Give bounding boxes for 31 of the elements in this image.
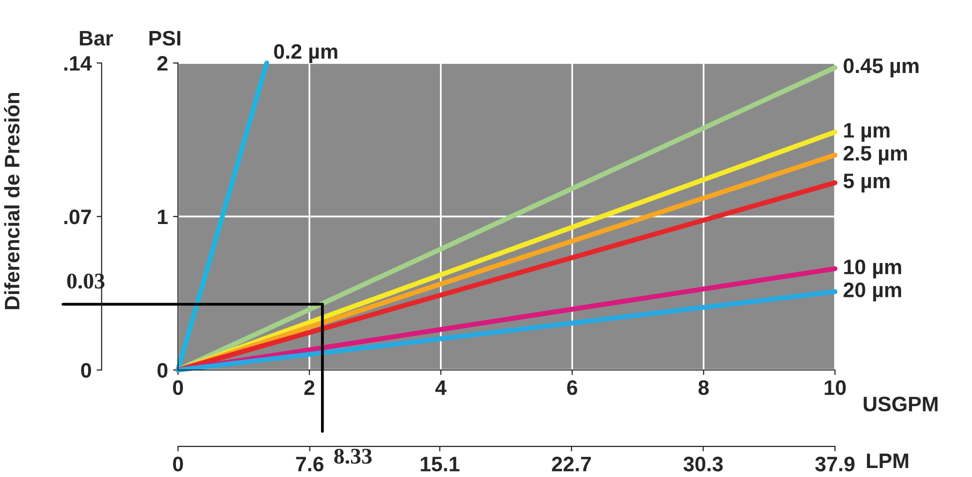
text: PSI <box>149 30 180 46</box>
y2-tick-label: .14 <box>64 56 92 71</box>
x2-tick-label: 0 <box>173 456 183 472</box>
text: Bar <box>80 31 113 46</box>
y-tick-label: 2 <box>157 56 168 71</box>
series-label: 20 µm <box>844 282 902 302</box>
x-tick-label: 8 <box>698 380 709 396</box>
x-tick-label: 10 <box>824 380 846 396</box>
y2-axis-title: Diferencial de Presión <box>4 93 20 310</box>
y-tick-label: 1 <box>158 210 168 224</box>
x2-tick-label: 15.1 <box>420 456 460 472</box>
y2-tick-label: 0 <box>81 363 92 378</box>
x-axis-title: USGPM <box>864 396 938 412</box>
x-tick-label: 6 <box>567 380 578 396</box>
series-label: 1 µm <box>844 123 890 142</box>
x-tick-label: 4 <box>435 380 446 395</box>
y2-tick-label: .07 <box>64 210 91 224</box>
x2-tick-label: 22.7 <box>552 456 591 472</box>
ref-line-label: 8.33 <box>334 448 372 464</box>
x-tick-label: 2 <box>304 380 314 395</box>
x2-axis-title: LPM <box>866 454 908 468</box>
series-label: 0.45 µm <box>844 58 918 78</box>
series-label: 0.2 µm <box>274 44 338 63</box>
series-label: 2.5 µm <box>844 146 907 165</box>
x-tick-label: 0 <box>173 380 183 396</box>
series-label: 10 µm <box>844 260 902 278</box>
x2-tick-label: 30.3 <box>683 456 723 472</box>
y-tick-label: 0 <box>158 363 168 378</box>
series-label: 5 µm <box>844 174 890 192</box>
x2-tick-label: 37.9 <box>815 456 855 472</box>
x2-tick-label: 7.6 <box>296 456 324 472</box>
